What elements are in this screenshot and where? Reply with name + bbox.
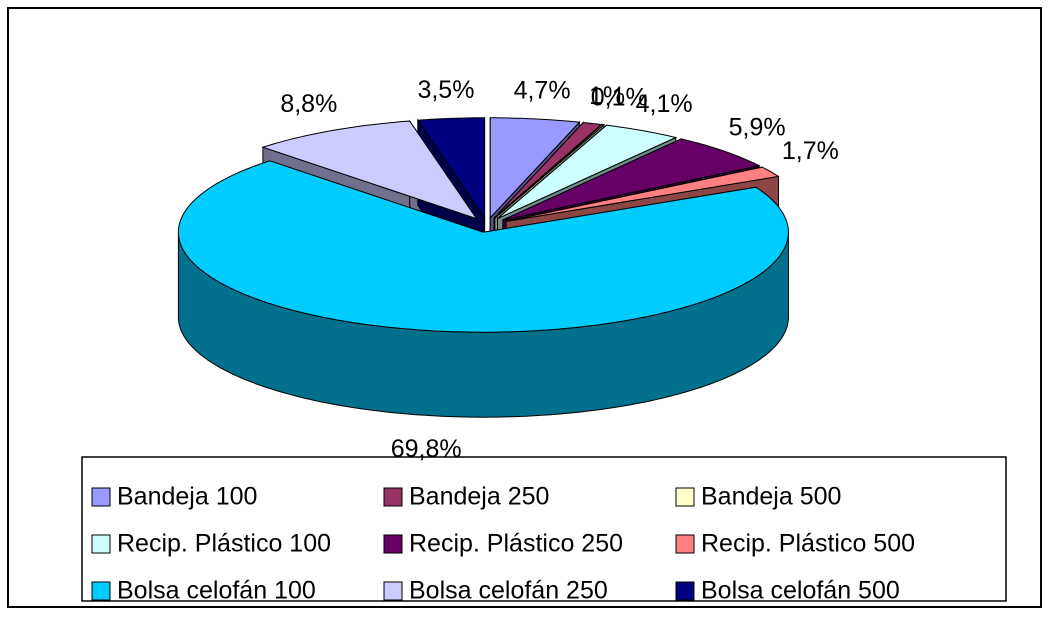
data-label: 69,8%	[391, 435, 462, 463]
slice	[494, 124, 606, 219]
slice	[497, 124, 678, 220]
legend-label: Bandeja 500	[701, 483, 841, 511]
data-label: 4,1%	[636, 90, 693, 118]
legend-label: Bandeja 100	[117, 483, 257, 511]
legend-box	[81, 456, 1007, 602]
legend-label: Bolsa celofán 250	[409, 577, 608, 605]
legend-label: Bolsa celofán 500	[701, 577, 900, 605]
slice	[261, 120, 478, 220]
slice	[177, 160, 789, 333]
slice	[505, 166, 780, 222]
legend-label: Bandeja 250	[409, 483, 549, 511]
data-label: 1,7%	[782, 137, 839, 165]
legend-swatch	[91, 534, 111, 554]
legend-swatch	[675, 581, 695, 601]
slice	[502, 138, 761, 221]
legend-swatch	[383, 487, 403, 507]
data-label: 1%	[589, 82, 625, 110]
legend-label: Recip. Plástico 250	[409, 530, 623, 558]
data-label: 5,9%	[729, 113, 786, 141]
pie	[177, 117, 789, 418]
slice	[416, 117, 486, 220]
slice	[489, 117, 581, 220]
data-label: 4,7%	[514, 77, 571, 105]
legend-label: Recip. Plástico 100	[117, 530, 331, 558]
legend-swatch	[383, 581, 403, 601]
legend-swatch	[675, 534, 695, 554]
legend-swatch	[675, 487, 695, 507]
legend-swatch	[91, 581, 111, 601]
legend-label: Recip. Plástico 500	[701, 530, 915, 558]
legend-label: Bolsa celofán 100	[117, 577, 316, 605]
legend-swatch	[383, 534, 403, 554]
legend-swatch	[91, 487, 111, 507]
data-label: 8,8%	[280, 90, 337, 118]
data-label: 0,1%	[591, 83, 648, 111]
slice	[493, 121, 603, 219]
data-label: 3,5%	[417, 76, 474, 104]
